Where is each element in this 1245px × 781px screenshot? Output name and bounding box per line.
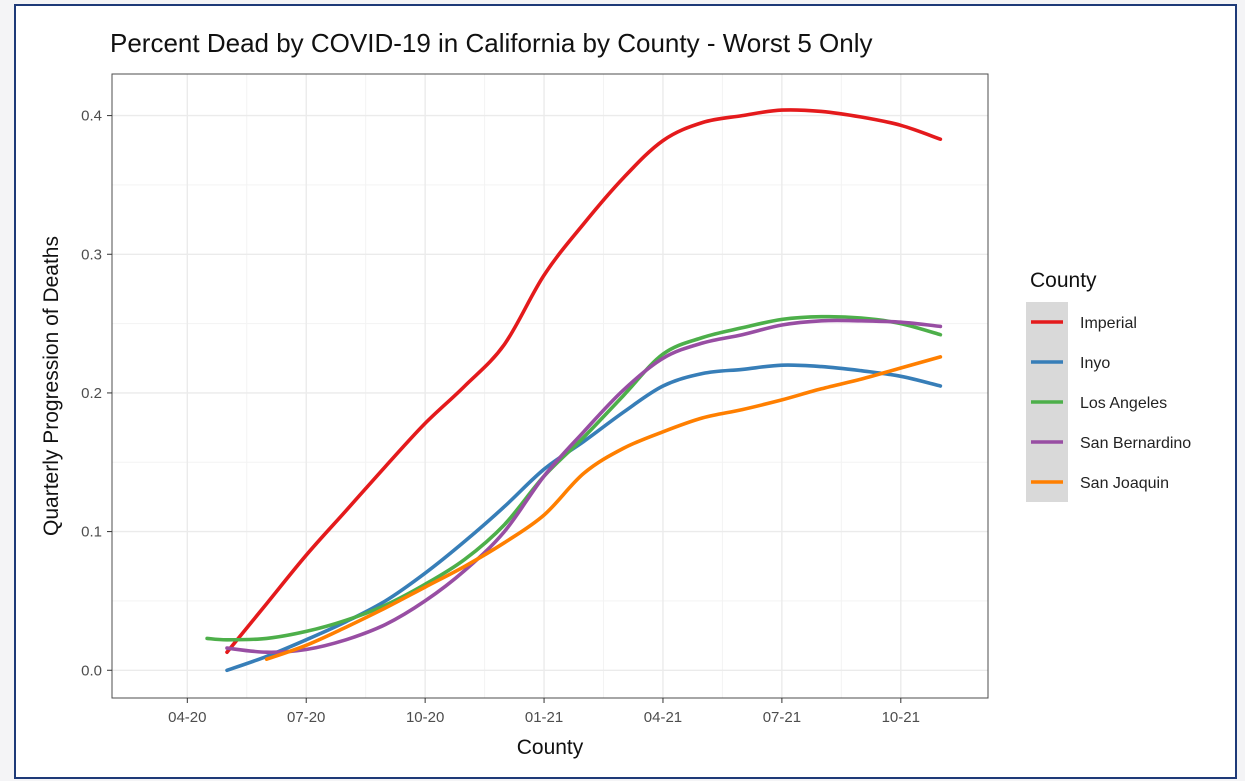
series-line-san-joaquin [264,355,943,661]
legend-label-los-angeles: Los Angeles [1080,395,1167,412]
x-tick-label: 04-21 [644,709,682,726]
x-tick-label: 07-20 [287,709,325,726]
series-line-imperial [225,108,943,654]
plot-border [111,73,989,699]
legend-title: County [1030,269,1097,292]
legend-label-san-bernardino: San Bernardino [1080,435,1191,452]
series-line-los-angeles [205,314,943,642]
x-tick-label: 07-21 [763,709,801,726]
series-layer [205,108,943,673]
y-tick-label: 0.0 [81,662,102,679]
y-axis: 0.0 0.1 0.2 0.3 0.4 [81,108,112,679]
chart-title: Percent Dead by COVID-19 in California b… [110,28,873,58]
legend-items: Imperial Inyo Los Angeles San Bernardino San… [1031,315,1191,492]
x-axis: 04-20 07-20 10-20 01-21 04-21 07-21 10-21 [168,698,920,726]
x-tick-label: 10-21 [882,709,920,726]
x-tick-label: 10-20 [406,709,444,726]
series-line-san-bernardino [225,318,943,655]
y-tick-label: 0.2 [81,385,102,402]
legend-label-san-joaquin: San Joaquin [1080,475,1169,492]
y-tick-label: 0.4 [81,108,102,125]
legend: County Imperial Inyo Los Angeles San Bernar… [1026,269,1191,502]
x-tick-label: 01-21 [525,709,563,726]
legend-label-inyo: Inyo [1080,355,1110,372]
x-axis-title: County [517,736,584,759]
x-tick-label: 04-20 [168,709,206,726]
y-tick-label: 0.1 [81,524,102,541]
y-axis-title: Quarterly Progression of Deaths [40,236,63,536]
grid-major [112,74,988,698]
grid-minor [112,74,988,698]
legend-label-imperial: Imperial [1080,315,1137,332]
y-tick-label: 0.3 [81,246,102,263]
